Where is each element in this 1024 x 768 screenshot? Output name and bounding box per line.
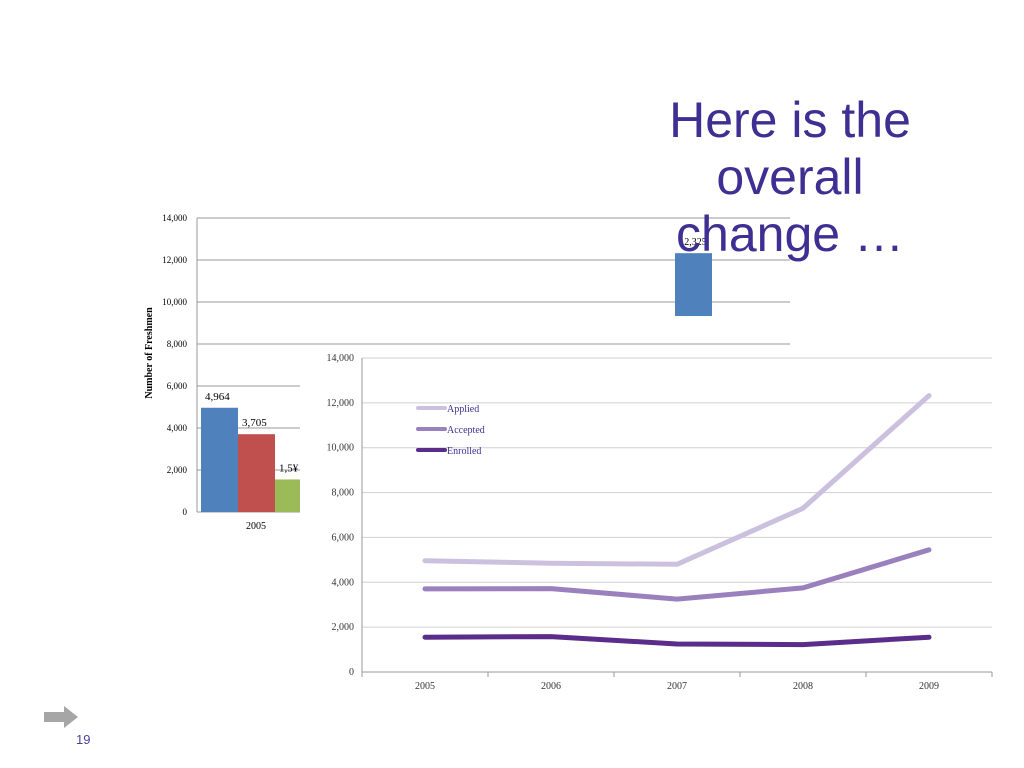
page-number: 19: [76, 732, 91, 747]
line-x-tick: 2005: [415, 681, 435, 692]
series-line-accepted: [422, 547, 932, 602]
bar-data-label: 3,705: [242, 417, 267, 429]
line-x-tick: 2007: [667, 681, 687, 692]
line-y-tick: 2,000: [332, 622, 355, 633]
line-y-tick: 8,000: [332, 488, 355, 499]
bar-y-tick: 10,000: [162, 297, 187, 307]
bar-y-tick: 12,000: [162, 255, 187, 265]
bar-y-tick: 2,000: [167, 465, 188, 475]
bar-partial-label: 12,325: [679, 237, 707, 248]
line-y-tick: 14,000: [327, 353, 355, 364]
bar-y-tick: 0: [183, 507, 188, 517]
bar-data-label: 1,5¥: [279, 462, 299, 474]
bar-partial: [675, 253, 712, 316]
line-y-tick: 6,000: [332, 532, 355, 543]
line-y-tick: 12,000: [327, 398, 355, 409]
bar-data-label: 4,964: [205, 391, 230, 403]
line-y-tick: 4,000: [332, 577, 355, 588]
bar-y-tick: 4,000: [167, 423, 188, 433]
title-line-2: overall: [716, 149, 864, 205]
bar-y-tick: 14,000: [162, 213, 187, 223]
legend-label-enrolled: Enrolled: [447, 446, 481, 457]
title-line-3: change …: [676, 206, 904, 262]
line-y-tick: 10,000: [327, 443, 355, 454]
slide-title: Here is the overall change …: [640, 92, 940, 263]
line-x-tick: 2009: [919, 681, 939, 692]
legend-label-accepted: Accepted: [447, 425, 485, 436]
bar-y-tick: 6,000: [167, 381, 188, 391]
line-chart: 02,0004,0006,0008,00010,00012,00014,000 …: [300, 345, 1000, 705]
bar-chart-x-tick: 2005: [246, 521, 266, 532]
bar-2: [238, 434, 275, 512]
series-line-applied: [422, 393, 932, 567]
bar-1: [201, 407, 238, 512]
next-arrow-icon[interactable]: [42, 704, 80, 730]
legend-label-applied: Applied: [447, 404, 479, 415]
line-x-tick: 2008: [793, 681, 813, 692]
line-x-tick: 2006: [541, 681, 561, 692]
title-line-1: Here is the: [669, 92, 911, 148]
line-y-tick: 0: [349, 667, 354, 678]
bar-chart-ylabel: Number of Freshmen: [144, 307, 155, 399]
series-line-enrolled: [422, 634, 932, 648]
bar-y-tick: 8,000: [167, 339, 188, 349]
